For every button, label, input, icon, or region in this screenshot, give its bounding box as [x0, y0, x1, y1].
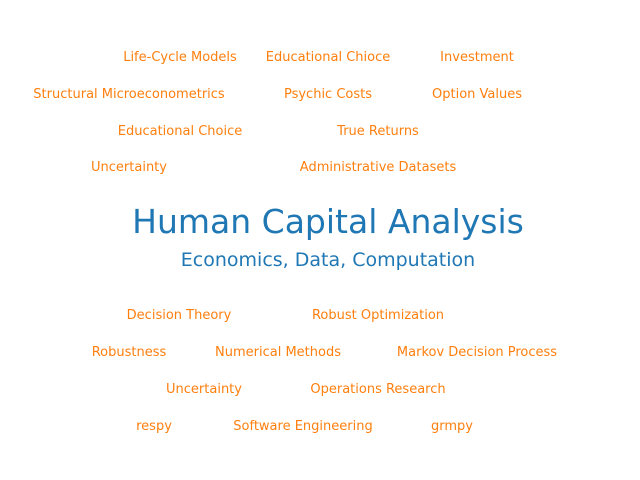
keyword-structural-microeconometrics: Structural Microeconometrics: [33, 87, 225, 102]
keyword-respy: respy: [136, 419, 172, 434]
keyword-true-returns: True Returns: [337, 124, 419, 139]
keyword-decision-theory: Decision Theory: [126, 308, 232, 323]
keyword-educational-choice: Educational Choice: [117, 124, 243, 139]
keyword-software-engineering: Software Engineering: [233, 419, 373, 434]
keyword-operations-research: Operations Research: [310, 382, 446, 397]
keyword-administrative-datasets: Administrative Datasets: [299, 160, 457, 175]
keyword-uncertainty-top: Uncertainty: [91, 160, 167, 175]
keyword-markov-decision-process: Markov Decision Process: [396, 345, 558, 360]
keyword-uncertainty-bottom: Uncertainty: [166, 382, 242, 397]
keyword-robust-optimization: Robust Optimization: [311, 308, 445, 323]
page-subtitle: Economics, Data, Computation: [180, 249, 476, 271]
keyword-educational-chioce: Educational Chioce: [265, 50, 391, 65]
keyword-grmpy: grmpy: [431, 419, 473, 434]
keyword-option-values: Option Values: [432, 87, 522, 102]
keyword-life-cycle-models: Life-Cycle Models: [123, 50, 237, 65]
keyword-psychic-costs: Psychic Costs: [283, 87, 373, 102]
page-title: Human Capital Analysis: [132, 202, 524, 241]
keyword-numerical-methods: Numerical Methods: [215, 345, 341, 360]
keyword-investment: Investment: [440, 50, 514, 65]
keyword-robustness: Robustness: [91, 345, 167, 360]
